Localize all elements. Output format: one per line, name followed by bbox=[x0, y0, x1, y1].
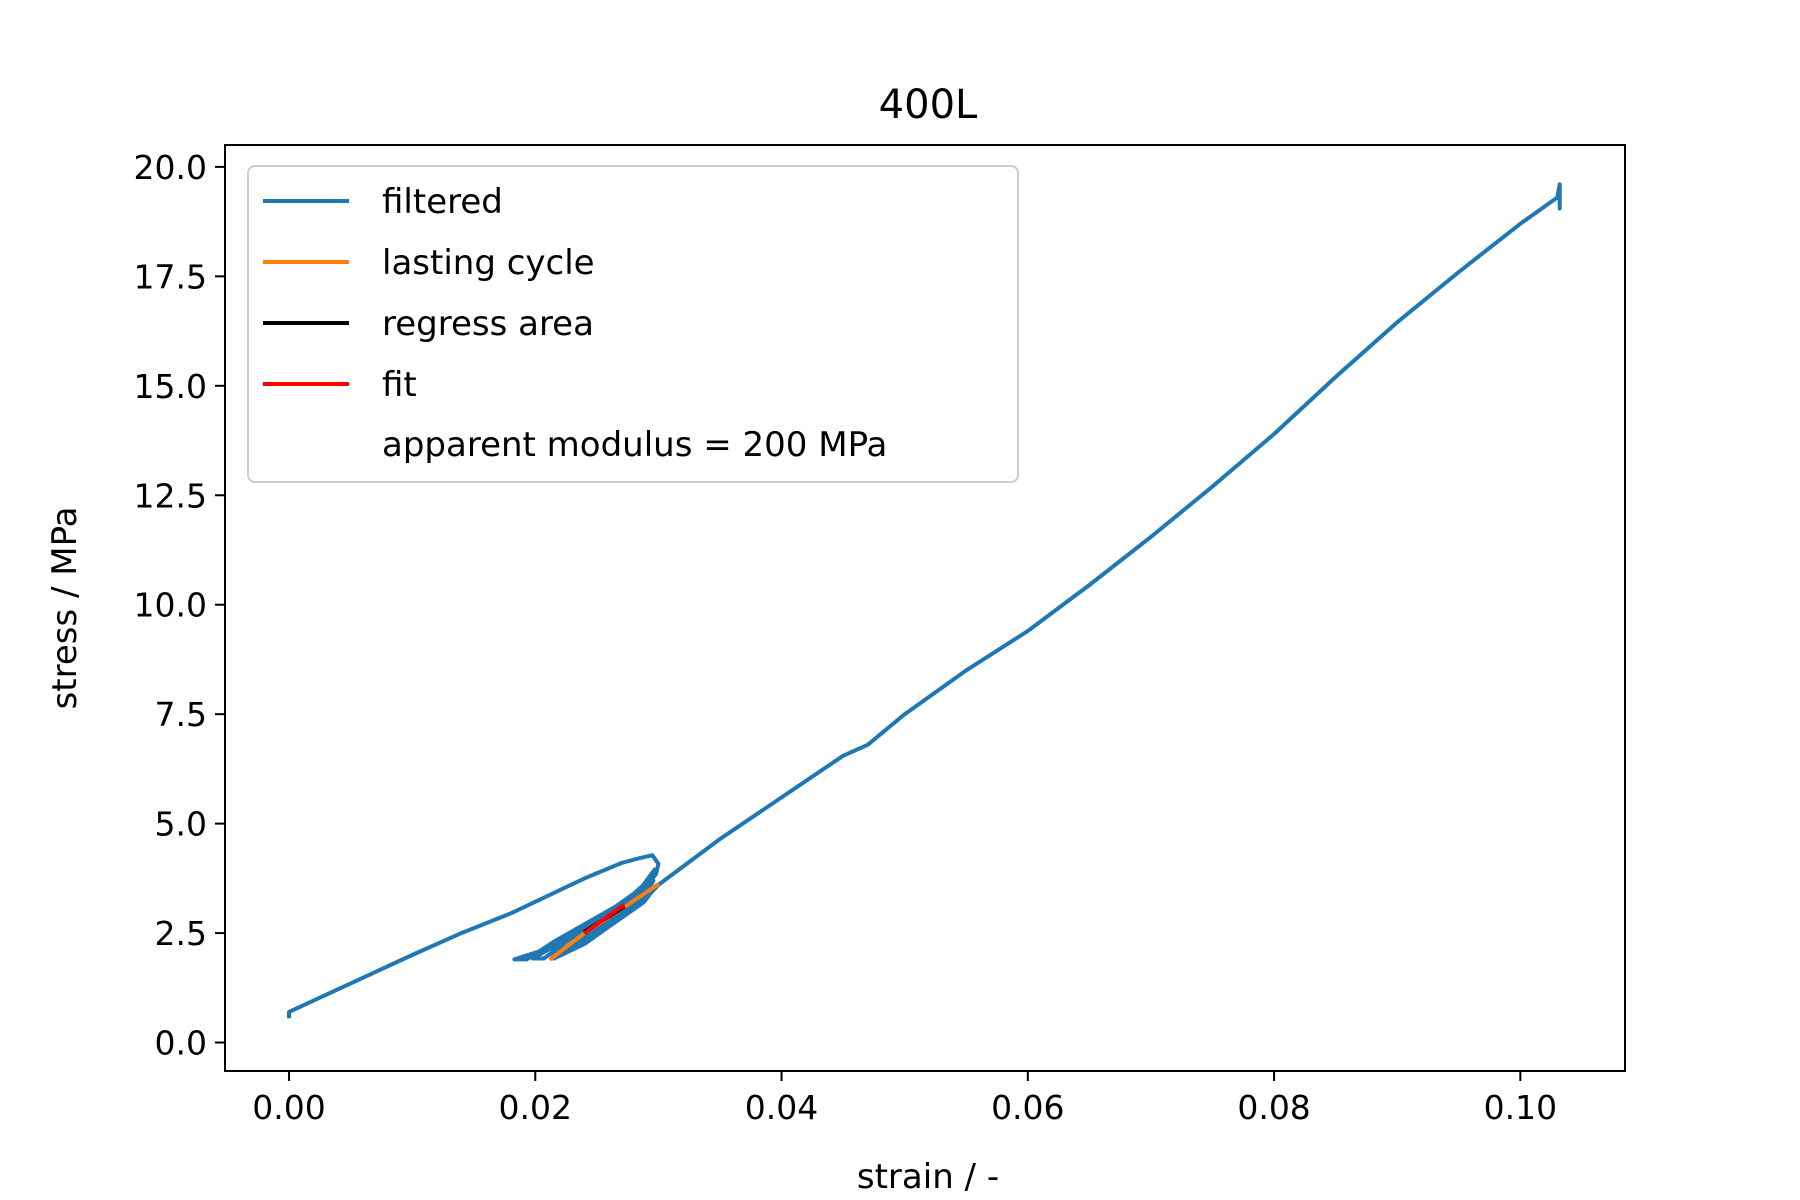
series-fit bbox=[583, 903, 626, 935]
y-axis-label: stress / MPa bbox=[45, 507, 85, 710]
x-tick-label: 0.02 bbox=[499, 1088, 572, 1127]
y-tick-label: 5.0 bbox=[155, 805, 207, 844]
series-filtered bbox=[287, 182, 1562, 1019]
y-tick-label: 2.5 bbox=[155, 914, 207, 953]
legend-label-lasting-cycle: lasting cycle bbox=[382, 243, 595, 283]
legend-box bbox=[247, 165, 1019, 483]
series-layer bbox=[287, 182, 1562, 1019]
y-tick-label: 7.5 bbox=[155, 695, 207, 734]
y-tick-label: 15.0 bbox=[134, 367, 207, 406]
x-tick-label: 0.04 bbox=[745, 1088, 818, 1127]
legend-label-filtered: filtered bbox=[382, 182, 503, 222]
y-axis: 0.0 2.5 5.0 7.5 10.0 12.5 15.0 17.5 20.0 bbox=[134, 148, 225, 1063]
y-tick-label: 10.0 bbox=[134, 586, 207, 625]
chart-title: 400L bbox=[879, 82, 978, 128]
x-axis: 0.00 0.02 0.04 0.06 0.08 0.10 bbox=[252, 1071, 1557, 1127]
x-tick-label: 0.08 bbox=[1237, 1088, 1310, 1127]
legend-label-fit: fit bbox=[382, 365, 417, 405]
plot-frame bbox=[224, 144, 1626, 1072]
x-tick-label: 0.00 bbox=[252, 1088, 325, 1127]
x-axis-label: strain / - bbox=[857, 1157, 999, 1197]
y-tick-label: 12.5 bbox=[134, 476, 207, 515]
y-tick-label: 17.5 bbox=[134, 257, 207, 296]
x-tick-label: 0.06 bbox=[991, 1088, 1064, 1127]
x-tick-label: 0.10 bbox=[1484, 1088, 1557, 1127]
legend: filtered lasting cycle regress area fit app… bbox=[247, 165, 1019, 483]
legend-label-regress-area: regress area bbox=[382, 304, 594, 344]
y-tick-label: 20.0 bbox=[134, 148, 207, 187]
legend-note: apparent modulus = 200 MPa bbox=[382, 425, 887, 465]
y-tick-label: 0.0 bbox=[155, 1024, 207, 1063]
